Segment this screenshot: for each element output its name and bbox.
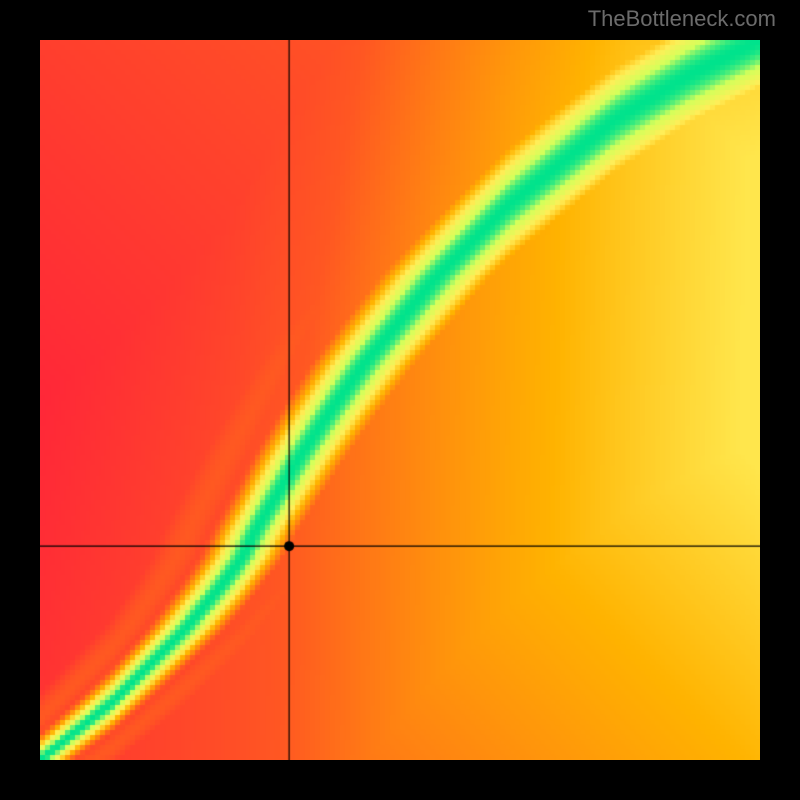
watermark-text: TheBottleneck.com xyxy=(588,6,776,32)
chart-container: TheBottleneck.com xyxy=(0,0,800,800)
heatmap-canvas xyxy=(40,40,760,760)
